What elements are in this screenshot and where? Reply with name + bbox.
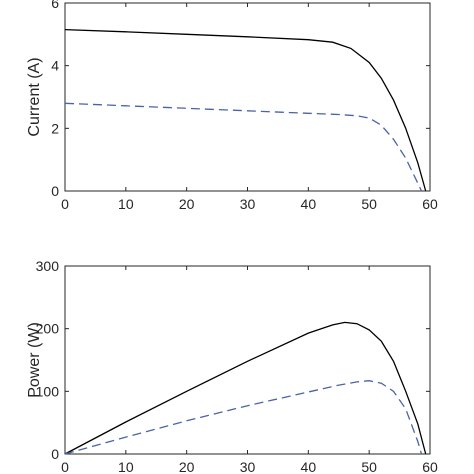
x-tick-label: 50 [361,459,377,474]
y-tick-label: 200 [36,321,60,337]
x-tick-label: 40 [301,459,317,474]
x-tick-label: 60 [422,459,438,474]
current-chart: 0 10 20 30 40 50 60 0 2 4 6 Current (A) [26,0,438,212]
x-tick-label: 0 [61,196,69,212]
y-tick-label: 2 [51,120,59,136]
power-chart: 0 10 20 30 40 50 60 0 100 200 300 Power (W) [26,258,438,474]
y-tick-label: 4 [51,58,59,74]
x-tick-label: 30 [240,196,256,212]
solid-series-line [64,28,427,192]
y-tick-label: 6 [51,0,59,11]
x-tick-label: 0 [61,459,69,474]
dashed-series-line [64,102,423,192]
y-axis-label: Power (W) [26,322,43,398]
x-tick-label: 20 [179,196,195,212]
y-tick-label: 300 [36,258,60,274]
x-tick-label: 50 [361,196,377,212]
x-tick-label: 10 [118,459,134,474]
x-tick-label: 10 [118,196,134,212]
x-tick-label: 40 [301,196,317,212]
y-axis-label: Current (A) [26,57,43,136]
dashed-series-line [64,380,423,455]
x-tick-label: 60 [422,196,438,212]
y-tick-label: 100 [36,383,60,399]
y-tick-label: 0 [51,446,59,462]
y-tick-label: 0 [51,183,59,199]
solid-series-line [64,321,427,455]
x-tick-label: 20 [179,459,195,474]
x-tick-label: 30 [240,459,256,474]
